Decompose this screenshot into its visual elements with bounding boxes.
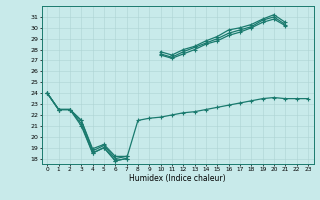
X-axis label: Humidex (Indice chaleur): Humidex (Indice chaleur): [129, 174, 226, 183]
